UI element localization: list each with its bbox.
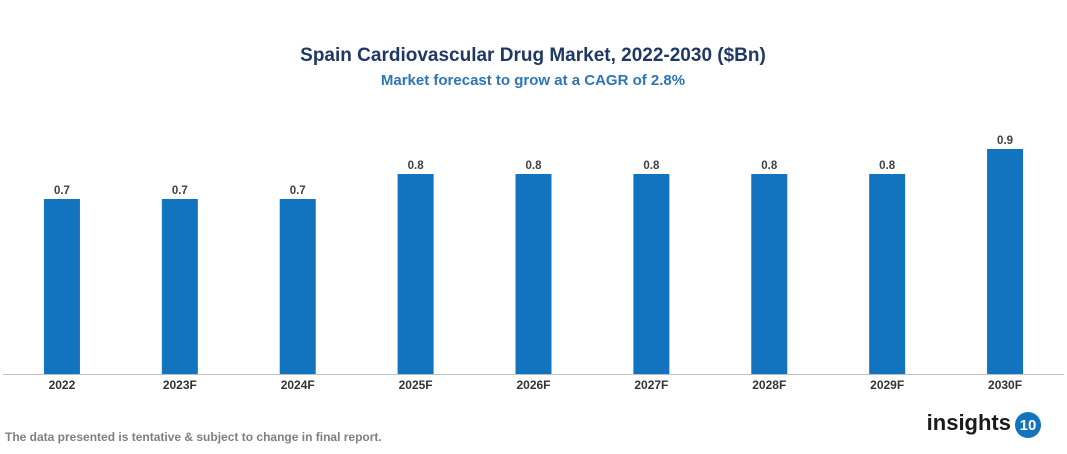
footer-note: The data presented is tentative & subjec… xyxy=(5,430,382,444)
logo-text: insights xyxy=(927,410,1011,435)
logo-number: 10 xyxy=(1020,417,1037,434)
value-label: 0.8 xyxy=(761,160,778,172)
value-label: 0.8 xyxy=(408,160,425,172)
bar xyxy=(751,174,788,374)
logo-circle xyxy=(1015,412,1041,438)
chart-subtitle: Market forecast to grow at a CAGR of 2.8… xyxy=(381,72,685,89)
x-tick-label: 2023F xyxy=(163,378,197,392)
x-tick-label: 2024F xyxy=(281,378,315,392)
bar xyxy=(515,174,552,374)
x-tick-label: 2025F xyxy=(399,378,433,392)
chart-title: Spain Cardiovascular Drug Market, 2022-2… xyxy=(300,45,766,66)
value-label: 0.8 xyxy=(879,160,896,172)
bar xyxy=(279,199,316,374)
value-label: 0.7 xyxy=(290,185,306,197)
bar xyxy=(43,199,80,374)
x-tick-label: 2027F xyxy=(634,378,668,392)
x-tick-label: 2028F xyxy=(752,378,786,392)
bar xyxy=(161,199,198,374)
value-label: 0.7 xyxy=(172,185,188,197)
x-tick-label: 2029F xyxy=(870,378,904,392)
value-label: 0.9 xyxy=(997,135,1013,147)
bar xyxy=(987,149,1024,374)
bar xyxy=(869,174,906,374)
x-tick-label: 2022 xyxy=(49,378,76,392)
value-label: 0.8 xyxy=(526,160,543,172)
bar xyxy=(633,174,670,374)
x-tick-label: 2030F xyxy=(988,378,1022,392)
bar xyxy=(397,174,434,374)
x-tick-label: 2026F xyxy=(516,378,550,392)
value-label: 0.8 xyxy=(643,160,660,172)
value-label: 0.7 xyxy=(54,185,70,197)
